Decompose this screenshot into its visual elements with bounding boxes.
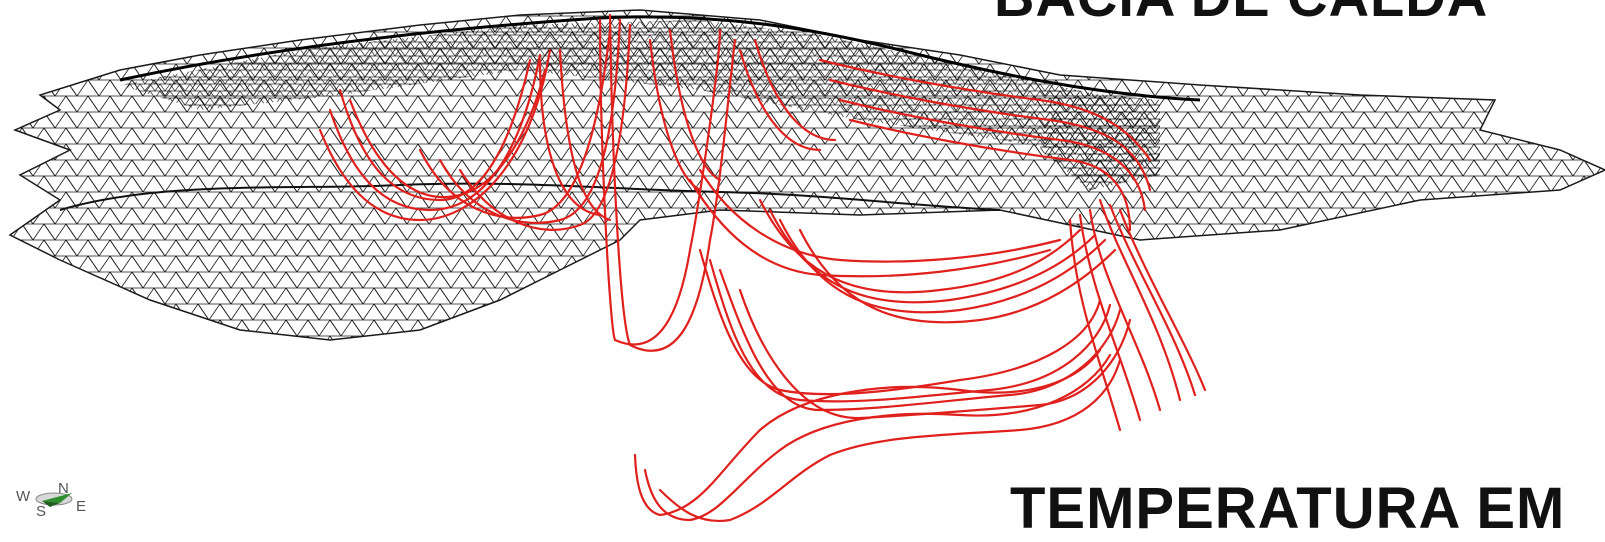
mesh-surface [8,9,1605,341]
mesh-dense-knot [1040,90,1160,190]
flow-lines [318,13,1207,523]
compass-north-label: N [58,481,69,497]
compass-east-label: E [76,498,86,515]
page-title-bottom: TEMPERATURA EM [1010,476,1566,541]
compass-south-label: S [36,503,46,520]
page-title-top: BACIA DE CALDA [994,0,1488,29]
ridge-line [119,15,1201,102]
compass-west-label: W [16,488,31,505]
ridge-line-lower [59,182,1001,211]
terrain-mesh [8,9,1605,341]
compass-rose-icon: W S N E [16,481,86,520]
mesh-dense-ridge [120,20,1160,160]
